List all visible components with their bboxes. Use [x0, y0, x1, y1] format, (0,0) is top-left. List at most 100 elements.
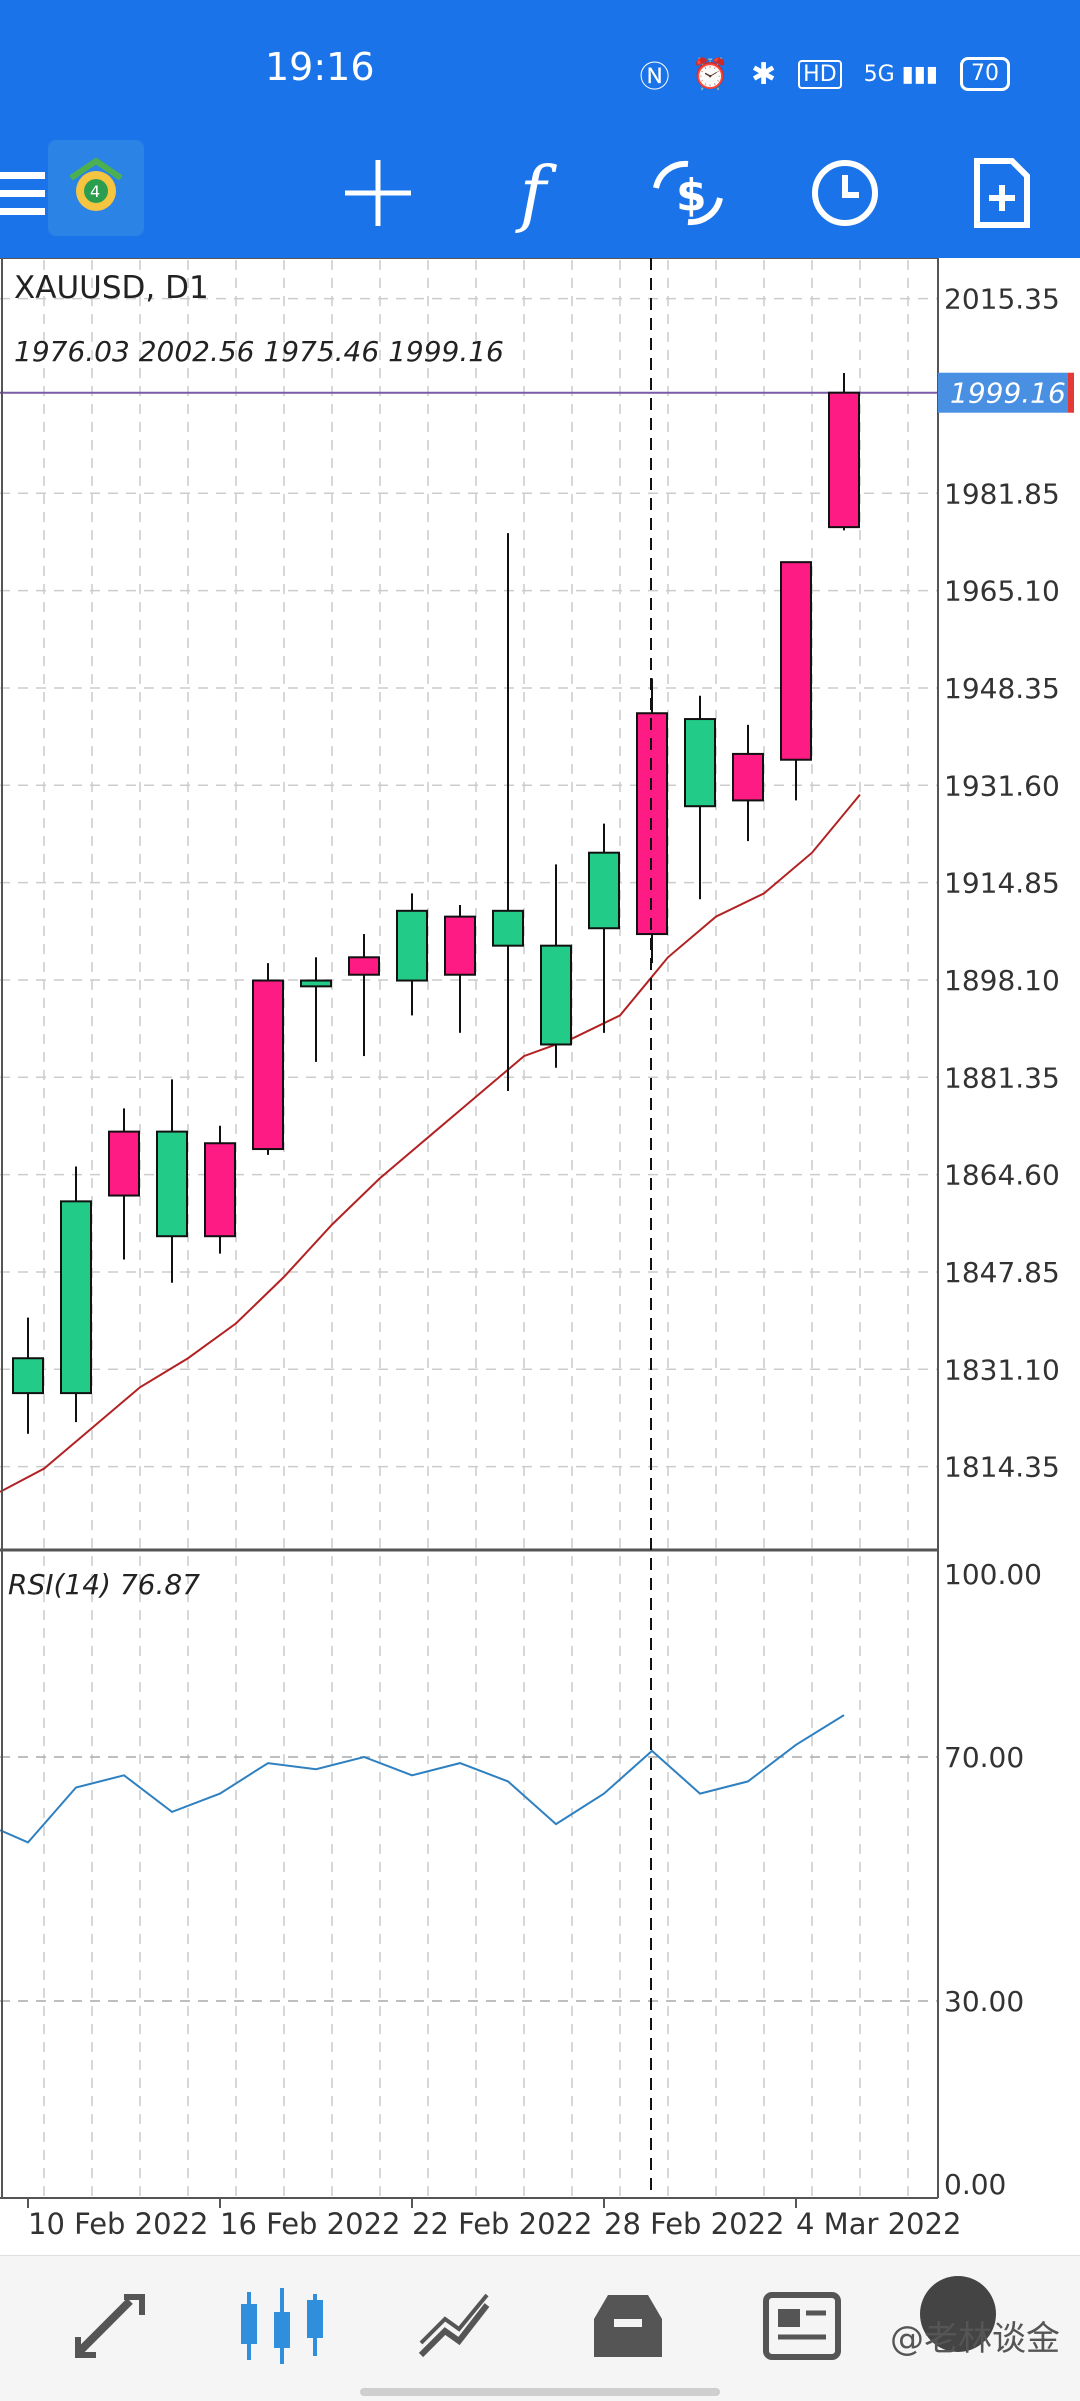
- price-tick: 1931.60: [944, 769, 1060, 802]
- nfc-icon: Ⓝ: [639, 60, 670, 95]
- price-tick: 1965.10: [944, 575, 1060, 608]
- current-price-label: 1999.16: [950, 377, 1066, 410]
- candle: [252, 963, 284, 1155]
- price-tick: 1981.85: [944, 477, 1060, 510]
- price-tick: 2015.35: [944, 283, 1060, 316]
- metatrader-logo[interactable]: 4: [48, 140, 144, 236]
- date-tick: 16 Feb 2022: [220, 2207, 401, 2241]
- rsi-tick: 0.00: [944, 2168, 1006, 2201]
- price-chart[interactable]: XAUUSD, D1 1976.03 2002.56 1975.46 1999.…: [0, 257, 1080, 2258]
- current-price-tag: 1999.16: [938, 372, 1074, 413]
- price-tick: 1914.85: [944, 867, 1060, 900]
- rsi-indicator: [0, 1714, 845, 1844]
- bull-candle-body: [396, 909, 428, 982]
- avatar[interactable]: [920, 2276, 996, 2352]
- news-icon[interactable]: [752, 2281, 852, 2371]
- crosshair-icon[interactable]: [333, 148, 423, 238]
- timeframe-icon[interactable]: [800, 148, 890, 238]
- grid: [0, 260, 938, 2198]
- rsi-label: RSI(14) 76.87: [8, 1568, 200, 1601]
- bear-candle-body: [828, 391, 860, 529]
- candle: [204, 1125, 236, 1254]
- candle: [684, 695, 716, 900]
- status-icons: Ⓝ ⏰ ✱ HD 5G ▮▮▮ 70: [640, 52, 1010, 96]
- candle: [828, 372, 860, 531]
- bear-candle-body: [252, 979, 284, 1151]
- bull-candle-body: [540, 944, 572, 1046]
- ohlc-label: 1976.03 2002.56 1975.46 1999.16: [14, 335, 504, 368]
- chart-area[interactable]: XAUUSD, D1 1976.03 2002.56 1975.46 1999.…: [0, 257, 1080, 2258]
- bottom-navigation: @老林谈金: [0, 2255, 1080, 2401]
- candle: [588, 823, 620, 1033]
- bear-candle-body: [204, 1142, 236, 1238]
- chart-icon[interactable]: [232, 2281, 332, 2371]
- new-order-icon[interactable]: [957, 148, 1047, 238]
- candle: [348, 934, 380, 1057]
- bear-candle-body: [780, 561, 812, 761]
- rsi-line: [0, 1714, 845, 1844]
- candles: [12, 372, 860, 1434]
- price-tick: 1881.35: [944, 1061, 1060, 1094]
- date-tick: 28 Feb 2022: [604, 2207, 785, 2241]
- candle: [156, 1079, 188, 1283]
- svg-text:4: 4: [90, 182, 100, 201]
- trade-icon[interactable]: $: [643, 148, 733, 238]
- chart-toolbar: 4 f $: [0, 130, 1080, 258]
- date-axis: 10 Feb 2022 16 Feb 2022 22 Feb 2022 28 F…: [28, 2207, 961, 2241]
- moving-average-line: [0, 793, 861, 1493]
- status-bar: 19:16 Ⓝ ⏰ ✱ HD 5G ▮▮▮ 70: [0, 0, 1080, 130]
- bull-candle-body: [300, 979, 332, 988]
- home-indicator: [360, 2388, 720, 2396]
- indicators-icon[interactable]: f: [519, 151, 547, 235]
- bear-candle-body: [108, 1130, 140, 1197]
- svg-text:$: $: [676, 170, 707, 221]
- battery-icon: 70: [960, 57, 1010, 91]
- quotes-icon[interactable]: [60, 2281, 160, 2371]
- bull-candle-body: [492, 909, 524, 947]
- price-axis: 2015.35 1981.85 1965.10 1948.35 1931.60 …: [944, 283, 1060, 1484]
- rsi-tick: 70.00: [944, 1741, 1024, 1774]
- candle: [12, 1317, 44, 1434]
- status-time: 19:16: [265, 45, 375, 89]
- bear-candle-body: [444, 915, 476, 976]
- menu-icon[interactable]: [0, 148, 70, 238]
- watermark: @老林谈金: [890, 2319, 1060, 2359]
- date-tick: 10 Feb 2022: [28, 2207, 209, 2241]
- bluetooth-icon: ✱: [751, 56, 777, 92]
- bull-candle-body: [60, 1200, 92, 1395]
- candle: [492, 533, 524, 1091]
- price-tick: 1831.10: [944, 1353, 1060, 1386]
- bear-candle-body: [348, 956, 380, 976]
- price-tick: 1898.10: [944, 964, 1060, 997]
- rsi-tick: 30.00: [944, 1985, 1024, 2018]
- hd-icon: HD: [798, 59, 842, 89]
- bull-candle-body: [156, 1130, 188, 1238]
- price-tick: 1948.35: [944, 672, 1060, 705]
- alarm-icon: ⏰: [691, 56, 730, 92]
- bull-candle-body: [588, 851, 620, 930]
- candle: [396, 893, 428, 1016]
- trade-icon[interactable]: [405, 2281, 505, 2371]
- signal-5g-icon: 5G ▮▮▮: [863, 61, 938, 87]
- candle: [540, 864, 572, 1068]
- rsi-tick: 100.00: [944, 1558, 1042, 1591]
- candle: [780, 561, 812, 801]
- rsi-axis: 100.00 70.00 30.00 0.00: [944, 1558, 1042, 2201]
- date-tick: 4 Mar 2022: [796, 2207, 961, 2241]
- candle: [444, 905, 476, 1033]
- symbol-label: XAUUSD, D1: [14, 270, 209, 306]
- bull-candle-body: [684, 718, 716, 808]
- candle: [300, 957, 332, 1062]
- chart-frame: [0, 257, 939, 2208]
- candle: [108, 1108, 140, 1260]
- candle: [60, 1166, 92, 1423]
- history-icon[interactable]: [578, 2281, 678, 2371]
- price-tick: 1864.60: [944, 1159, 1060, 1192]
- price-tick: 1814.35: [944, 1451, 1060, 1484]
- price-tick: 1847.85: [944, 1256, 1060, 1289]
- moving-average: [0, 793, 861, 1493]
- bull-candle-body: [12, 1357, 44, 1395]
- date-tick: 22 Feb 2022: [412, 2207, 593, 2241]
- bear-candle-body: [732, 752, 764, 802]
- candle: [732, 724, 764, 842]
